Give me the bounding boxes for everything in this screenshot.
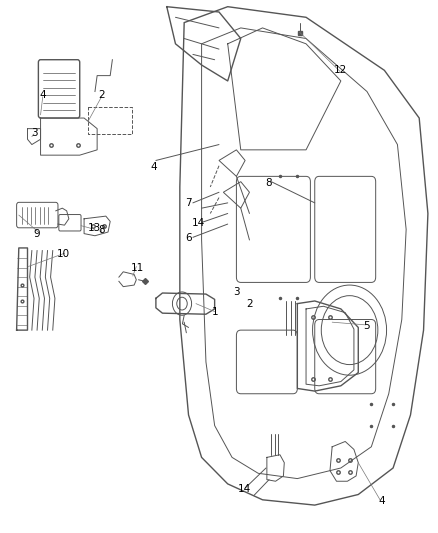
Text: 4: 4 [379,496,385,506]
Text: 13: 13 [88,223,101,233]
Text: 9: 9 [34,229,40,239]
Text: 4: 4 [150,162,157,172]
Text: 7: 7 [185,198,192,208]
Text: 11: 11 [131,263,144,272]
Text: 5: 5 [364,321,370,331]
Text: 10: 10 [57,249,70,260]
Text: 14: 14 [238,484,251,494]
Text: 8: 8 [266,177,272,188]
Text: 12: 12 [334,66,347,75]
Text: 6: 6 [185,233,192,244]
Text: 2: 2 [98,90,105,100]
Text: 3: 3 [31,128,37,138]
Text: 3: 3 [233,287,240,297]
Text: 4: 4 [39,90,46,100]
Text: 14: 14 [191,218,205,228]
Text: 1: 1 [212,306,218,317]
Text: 8: 8 [98,225,105,236]
Text: 2: 2 [246,298,253,309]
